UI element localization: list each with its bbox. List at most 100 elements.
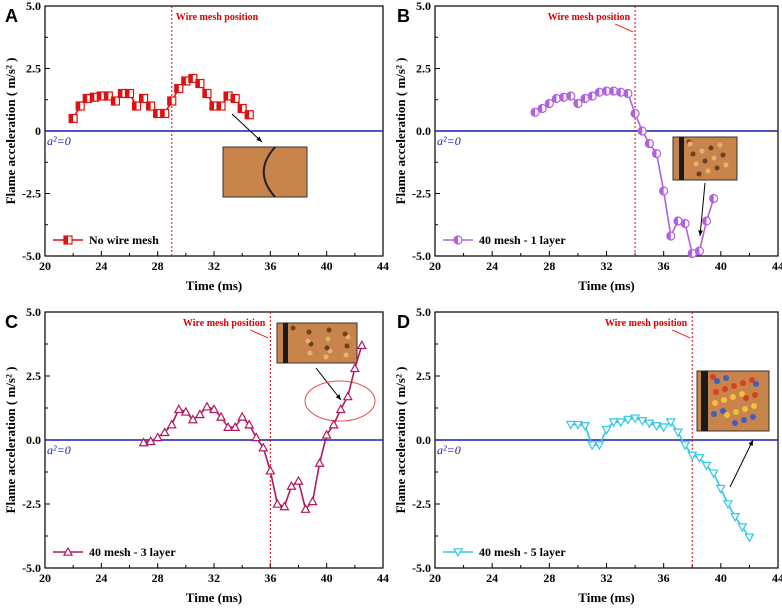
data-point — [630, 414, 641, 424]
data-point — [131, 101, 142, 111]
data-point — [251, 432, 262, 442]
x-tick-label: 36 — [658, 259, 670, 273]
data-point — [615, 418, 626, 428]
data-point — [230, 93, 240, 104]
data-point — [665, 418, 676, 428]
data-point — [180, 406, 191, 416]
x-tick-label: 32 — [601, 571, 613, 585]
x-tick-label: 20 — [429, 259, 441, 273]
data-point — [159, 427, 170, 437]
data-point — [146, 101, 156, 111]
data-point — [701, 461, 712, 471]
data-point — [349, 363, 360, 373]
zero-label: a²=0 — [437, 134, 461, 148]
data-point — [272, 498, 283, 508]
x-tick-label: 32 — [208, 571, 220, 585]
inset-arrow — [315, 367, 342, 401]
data-point — [138, 437, 149, 447]
legend-marker — [452, 548, 464, 558]
data-point — [608, 418, 619, 428]
data-point — [286, 480, 297, 490]
x-tick-label: 36 — [264, 259, 276, 273]
y-tick-label: 2.5 — [26, 62, 41, 76]
y-tick-label: 0.0 — [416, 433, 431, 447]
y-tick-label: -2.5 — [412, 497, 431, 511]
wire-mesh-label: Wire mesh position — [183, 318, 266, 329]
legend-marker — [453, 235, 463, 245]
data-point — [587, 91, 597, 101]
wire-mesh-pointer — [614, 23, 634, 33]
x-tick-label: 28 — [152, 259, 164, 273]
wire-mesh-pointer — [250, 329, 269, 339]
data-point — [237, 411, 248, 421]
data-point — [622, 415, 633, 425]
data-point — [152, 432, 163, 442]
flame-photo-inset — [696, 370, 770, 432]
y-axis-label: Flame acceleration ( m/s² ) — [393, 367, 408, 514]
data-point — [124, 88, 135, 99]
y-tick-label: 5.0 — [416, 0, 431, 13]
data-point — [216, 101, 226, 111]
y-tick-label: 0.0 — [416, 124, 431, 138]
data-point — [167, 96, 177, 106]
data-point — [722, 500, 733, 510]
data-point — [730, 513, 741, 523]
data-point — [188, 73, 198, 84]
x-tick-label: 36 — [264, 571, 276, 585]
data-point — [544, 98, 554, 109]
x-tick-label: 20 — [429, 571, 441, 585]
zero-label: a²=0 — [437, 443, 461, 457]
x-tick-label: 40 — [715, 259, 727, 273]
data-point — [244, 419, 255, 429]
data-point — [701, 216, 712, 226]
y-tick-label: -2.5 — [412, 187, 431, 201]
zero-label: a²=0 — [47, 134, 71, 148]
series-line — [570, 417, 751, 538]
x-tick-label: 44 — [377, 259, 389, 273]
data-point — [195, 78, 205, 89]
y-tick-label: 5.0 — [26, 305, 41, 319]
y-tick-label: -2.5 — [22, 497, 41, 511]
legend-label: 40 mesh - 5 layer — [479, 545, 566, 559]
x-tick-label: 24 — [486, 571, 498, 585]
flame-photo-inset — [672, 136, 738, 181]
x-axis-label: Time (ms) — [186, 278, 242, 293]
x-axis-label: Time (ms) — [578, 278, 634, 293]
x-tick-label: 44 — [377, 571, 389, 585]
flame-photo-inset — [222, 146, 308, 198]
panel-letter: C — [5, 312, 18, 332]
data-point — [694, 246, 704, 256]
inset-arrow — [699, 182, 706, 237]
legend-label: 40 mesh - 1 layer — [479, 233, 566, 247]
x-tick-label: 24 — [95, 571, 107, 585]
chart-panel-c: C 5.0 2.5 0.0 -2.5 -5.020 24 28 32 36 40 44 Time (ms… — [3, 305, 389, 605]
panel-letter: A — [5, 6, 18, 26]
panel-letter: D — [397, 312, 410, 332]
data-point — [174, 83, 184, 94]
inset-arrow-head — [256, 136, 262, 142]
data-point — [145, 436, 156, 446]
data-point — [637, 417, 648, 427]
x-tick-label: 36 — [658, 571, 670, 585]
data-point — [342, 391, 353, 401]
x-tick-label: 28 — [543, 259, 555, 273]
data-point — [580, 422, 591, 432]
data-point — [138, 93, 149, 104]
data-point — [335, 404, 346, 414]
chart-panel-a: A 5.0 2.5 0 -2.5 -5.020 24 28 32 36 40 44 Time (ms) F… — [3, 0, 389, 293]
data-point — [103, 91, 113, 101]
highlight-ellipse — [304, 380, 376, 422]
data-point — [223, 421, 234, 431]
data-point — [651, 148, 662, 159]
data-point — [208, 404, 220, 414]
data-point — [237, 103, 247, 114]
data-point — [737, 523, 748, 533]
data-point — [708, 469, 719, 479]
panel-letter: B — [397, 6, 410, 26]
data-point — [321, 429, 332, 439]
data-point — [328, 419, 339, 429]
data-point — [279, 501, 290, 511]
data-point — [644, 419, 655, 429]
data-point — [744, 533, 755, 543]
x-axis-label: Time (ms) — [578, 590, 634, 605]
